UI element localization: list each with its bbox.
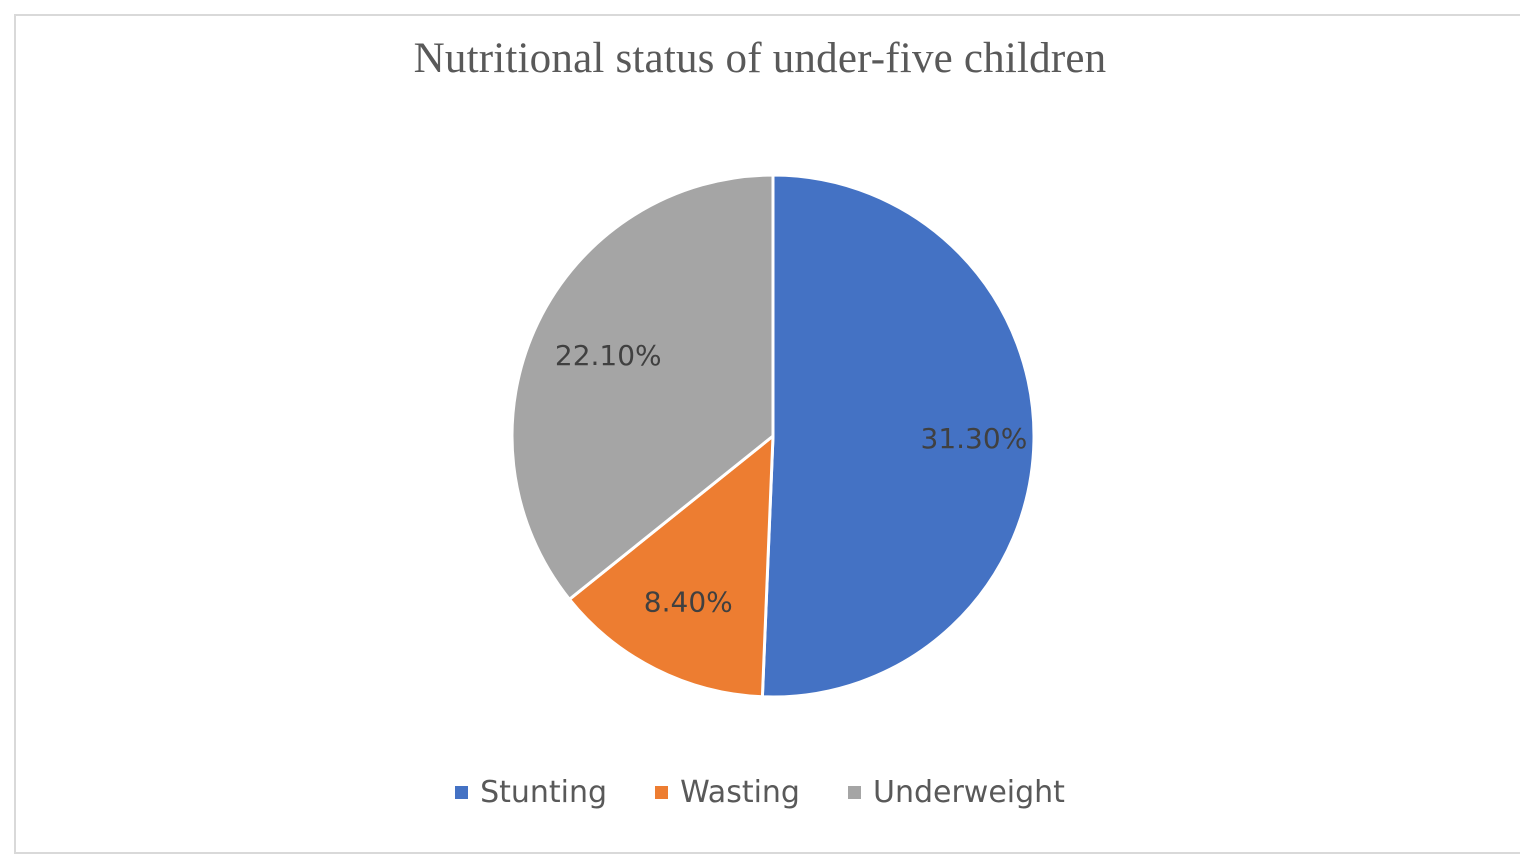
- pie-slice-underweight: [510, 173, 775, 601]
- legend-swatch-stunting: [455, 786, 469, 799]
- legend-label-wasting: Wasting: [680, 775, 800, 810]
- pie-data-labels: 31.30% 8.40% 22.10%: [555, 339, 1027, 619]
- chart-title: Nutritional status of under-five childre…: [413, 35, 1107, 82]
- legend-swatch-wasting: [655, 786, 669, 799]
- legend-item-underweight: Underweight: [847, 775, 1065, 810]
- pie-slice-stunting: [760, 173, 1036, 699]
- legend-item-wasting: Wasting: [655, 775, 800, 810]
- pie-slice-wasting: [567, 434, 775, 699]
- data-label-underweight: 22.10%: [555, 339, 662, 372]
- legend-swatch-underweight: [847, 786, 861, 799]
- legend-label-stunting: Stunting: [480, 775, 608, 810]
- pie-slices: [510, 173, 1036, 699]
- data-label-wasting: 8.40%: [644, 586, 733, 619]
- data-label-stunting: 31.30%: [921, 422, 1028, 455]
- legend-label-underweight: Underweight: [872, 775, 1065, 810]
- chart-legend: Stunting Wasting Underweight: [0, 775, 1520, 810]
- legend-item-stunting: Stunting: [455, 775, 607, 810]
